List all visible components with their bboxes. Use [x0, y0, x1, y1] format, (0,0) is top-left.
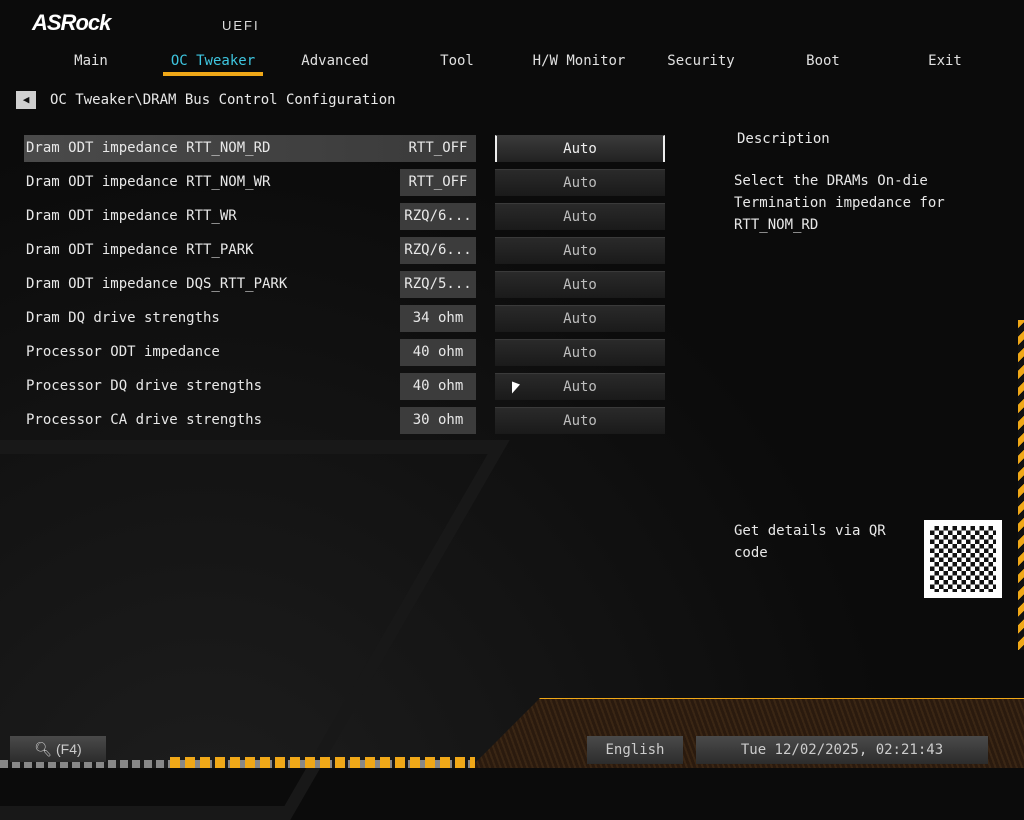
tab-label: Security	[667, 53, 735, 69]
setting-label: Dram ODT impedance RTT_PARK	[26, 242, 254, 258]
setting-label: Dram ODT impedance DQS_RTT_PARK	[26, 276, 288, 292]
setting-label: Dram ODT impedance RTT_NOM_WR	[26, 174, 271, 190]
current-value: RZQ/6...	[400, 202, 476, 230]
datetime-display: Tue 12/02/2025, 02:21:43	[696, 736, 988, 764]
setting-option-dropdown[interactable]: Auto	[495, 338, 665, 366]
uefi-label: UEFI	[222, 18, 260, 33]
current-value: 34 ohm	[400, 304, 476, 332]
setting-option-dropdown[interactable]: Auto	[495, 168, 665, 196]
tab-exit[interactable]: Exit	[884, 53, 1006, 73]
tab-security[interactable]: Security	[640, 53, 762, 73]
language-button[interactable]: English	[587, 736, 683, 764]
setting-row[interactable]: Dram DQ drive strengths 34 ohm Auto	[24, 301, 666, 335]
setting-label: Processor DQ drive strengths	[26, 378, 263, 394]
tab-h-w-monitor[interactable]: H/W Monitor	[518, 53, 640, 73]
current-value: 40 ohm	[400, 338, 476, 366]
asrock-logo: ASRock	[32, 10, 111, 35]
setting-row[interactable]: Processor ODT impedance 40 ohm Auto	[24, 335, 666, 369]
main-tabs: Main OC Tweaker Advanced Tool H/W Monitor Sec…	[30, 53, 1006, 76]
tab-label: Advanced	[301, 53, 369, 69]
mouse-cursor-icon	[512, 381, 520, 397]
current-value: 30 ohm	[400, 406, 476, 434]
tab-label: Tool	[440, 53, 474, 69]
setting-option-dropdown[interactable]: Auto	[495, 406, 665, 434]
setting-option-dropdown[interactable]: Auto	[495, 372, 665, 400]
tab-label: H/W Monitor	[532, 53, 626, 69]
tab-oc-tweaker[interactable]: OC Tweaker	[152, 53, 274, 76]
setting-label: Dram DQ drive strengths	[26, 310, 220, 326]
setting-row[interactable]: Dram ODT impedance RTT_WR RZQ/6... Auto	[24, 199, 666, 233]
setting-row[interactable]: Processor DQ drive strengths 40 ohm Auto	[24, 369, 666, 403]
current-value: RTT_OFF	[408, 139, 468, 156]
search-button[interactable]: 🔍︎ (F4)	[10, 736, 106, 762]
current-value: RZQ/6...	[400, 236, 476, 264]
current-value: RTT_OFF	[400, 168, 476, 196]
description-text: Select the DRAMs On-die Termination impe…	[734, 173, 945, 233]
breadcrumb-path: OC Tweaker\DRAM Bus Control Configuratio…	[50, 92, 396, 108]
search-icon: 🔍︎	[34, 741, 53, 757]
breadcrumb: ◀ OC Tweaker\DRAM Bus Control Configurat…	[16, 91, 396, 109]
tab-tool[interactable]: Tool	[396, 53, 518, 73]
setting-option-dropdown[interactable]: Auto	[495, 270, 665, 298]
setting-row[interactable]: Dram ODT impedance RTT_PARK RZQ/6... Aut…	[24, 233, 666, 267]
decorative-stripe	[1018, 320, 1024, 650]
settings-list: Dram ODT impedance RTT_NOM_RD RTT_OFF Au…	[24, 131, 666, 437]
tab-boot[interactable]: Boot	[762, 53, 884, 73]
description-title: Description	[737, 131, 830, 147]
setting-row[interactable]: Processor CA drive strengths 30 ohm Auto	[24, 403, 666, 437]
setting-option-dropdown[interactable]: Auto	[495, 236, 665, 264]
setting-option-dropdown[interactable]: Auto	[495, 202, 665, 230]
decorative-bars-accent	[170, 757, 475, 768]
current-value: RZQ/5...	[400, 270, 476, 298]
qr-code	[924, 520, 1002, 598]
tab-advanced[interactable]: Advanced	[274, 53, 396, 73]
tab-main[interactable]: Main	[30, 53, 152, 73]
setting-label: Dram ODT impedance RTT_WR	[26, 208, 237, 224]
setting-label: Processor CA drive strengths	[26, 412, 263, 428]
setting-row[interactable]: Dram ODT impedance RTT_NOM_RD RTT_OFF Au…	[24, 131, 666, 165]
tab-label: Main	[74, 53, 108, 69]
search-shortcut: (F4)	[56, 741, 82, 757]
tab-label: OC Tweaker	[162, 53, 264, 76]
tab-label: Exit	[928, 53, 962, 69]
setting-row[interactable]: Dram ODT impedance DQS_RTT_PARK RZQ/5...…	[24, 267, 666, 301]
setting-label: Processor ODT impedance	[26, 344, 220, 360]
back-arrow-icon[interactable]: ◀	[16, 91, 36, 109]
setting-label: Dram ODT impedance RTT_NOM_RD	[24, 134, 476, 162]
setting-row[interactable]: Dram ODT impedance RTT_NOM_WR RTT_OFF Au…	[24, 165, 666, 199]
tab-label: Boot	[806, 53, 840, 69]
setting-option-dropdown[interactable]: Auto	[495, 304, 665, 332]
setting-option-dropdown[interactable]: Auto	[495, 134, 665, 162]
qr-caption: Get details via QR code	[734, 523, 886, 561]
current-value: 40 ohm	[400, 372, 476, 400]
